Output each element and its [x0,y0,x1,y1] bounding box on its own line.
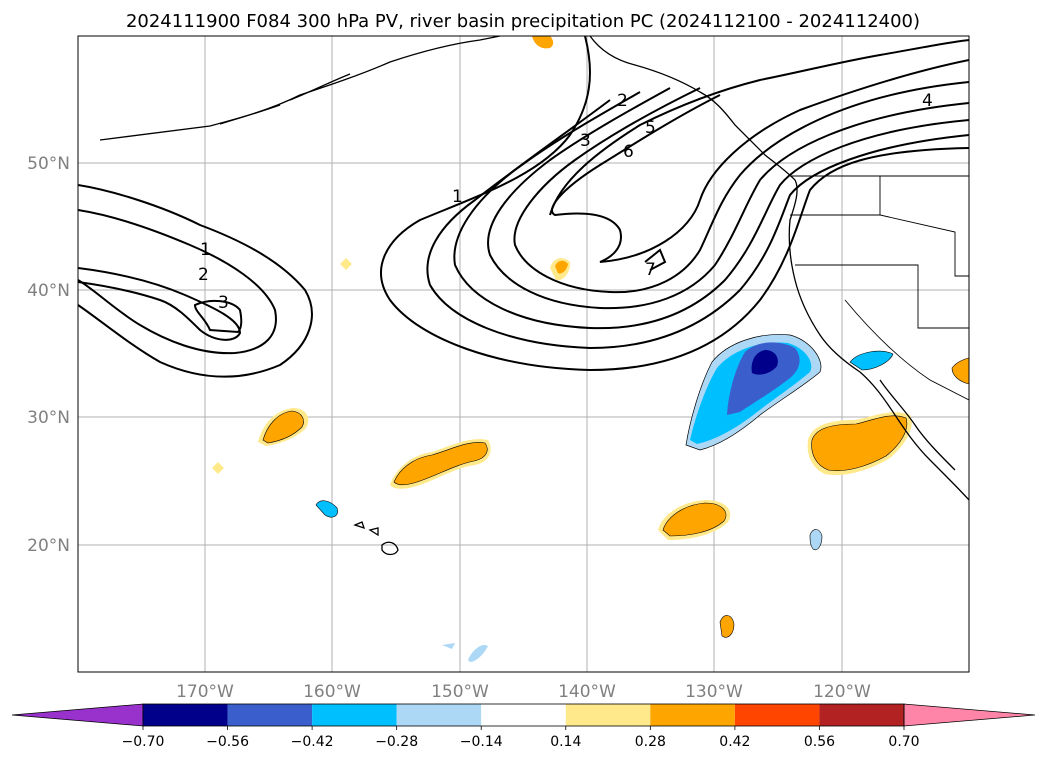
pv-contours [78,36,969,378]
pos-shading-2 [393,442,488,486]
neg-shading-coast [849,350,894,371]
colorbar-bin [143,704,228,726]
pv-label-5: 5 [645,118,656,138]
coastline-north-america [589,36,969,501]
pv-label-1: 1 [452,187,463,207]
border-states-3 [844,299,969,401]
pos-shading-8 [212,462,224,474]
pv-contour-1 [380,36,969,372]
coastline-hawaii [353,521,399,556]
graticule [78,36,969,672]
pos-shading-7 [340,258,352,270]
neg-shading-small-4 [442,643,455,649]
pv-contour-5 [513,81,969,294]
colorbar-tick-label: 0.42 [719,734,750,750]
pv-contour-7b [644,248,667,271]
lat-label-40n: 40°N [27,281,70,301]
longitude-labels: 170°W 160°W 150°W 140°W 130°W 120°W [176,682,871,702]
colorbar-tick-label: −0.28 [375,734,418,750]
lon-label-170w: 170°W [176,682,234,702]
pv-label-west-1: 1 [200,240,211,260]
pv-labels: 1 2 3 1 2 3 5 6 7 4 [198,91,933,313]
pv-label-6: 6 [623,142,634,162]
colorbar-bin [565,704,651,726]
pos-shading-1 [262,410,304,444]
pos-shading-3 [662,502,727,537]
colorbar-tick-label: −0.14 [460,734,503,750]
pv-contour-west-2 [78,209,277,355]
colorbar-tick-label: 0.14 [550,734,581,750]
border-states-1 [879,176,969,277]
latitude-labels: 50°N 40°N 30°N 20°N [27,154,70,556]
pv-contour-6 [551,59,969,263]
neg-shading-max [751,350,778,375]
colorbar: −0.70 −0.56 −0.42 −0.28 −0.14 0.14 0.28 0.42 0.5… [11,703,1036,750]
colorbar-bin [650,704,735,726]
pv-label-west-2: 2 [198,265,209,285]
coastline-aleutians [219,73,351,125]
lat-label-50n: 50°N [27,154,70,174]
precip-shading [212,36,969,662]
map-panel: 1 2 3 1 2 3 5 6 7 4 [77,35,970,673]
lon-label-150w: 150°W [431,682,489,702]
colorbar-bin [819,704,904,726]
pv-contour-west-1 [78,184,313,378]
colorbar-tick-label: −0.56 [206,734,249,750]
coastlines [99,36,969,556]
colorbar-bin [227,704,313,726]
coastline-baja [879,379,956,471]
lat-label-20n: 20°N [27,536,70,556]
colorbar-bin [312,704,397,726]
colorbar-bin [396,704,482,726]
colorbar-bin [734,704,820,726]
map-frame [77,35,970,673]
colorbar-tick-label: 0.28 [635,734,666,750]
lon-label-130w: 130°W [685,682,743,702]
map-title: 2024111900 F084 300 hPa PV, river basin … [126,11,920,32]
colorbar-tick-label: −0.70 [122,734,165,750]
pos-shading-9 [532,36,554,49]
coastline-alaska [99,36,501,141]
lat-label-30n: 30°N [27,408,70,428]
lon-label-140w: 140°W [558,682,616,702]
pos-shading-6 [555,260,568,274]
colorbar-tick-label: 0.70 [888,734,919,750]
pv-label-3: 3 [580,131,591,151]
pv-label-2: 2 [617,91,628,111]
political-borders [790,175,969,401]
pv-contour-west-3 [78,267,242,341]
pv-label-7: 7 [645,260,656,280]
pv-contour-west-3b [193,299,243,334]
neg-shading-small-2 [809,529,823,550]
colorbar-tick-label: −0.42 [291,734,334,750]
pv-contour-2 [426,99,969,350]
colorbar-bin [481,704,566,726]
pv-label-4: 4 [922,91,933,111]
pv-contour-3 [453,91,969,330]
neg-shading-strong [727,342,800,415]
lon-label-120w: 120°W [813,682,871,702]
pos-shading-10 [951,357,969,385]
border-states-2 [790,214,969,329]
pos-shading-4 [811,415,908,471]
colorbar-extend-max [903,703,1036,727]
pv-label-west-3: 3 [218,293,229,313]
pv-contour-4 [487,87,969,310]
neg-shading-small-1 [315,500,338,518]
lon-label-160w: 160°W [303,682,361,702]
colorbar-extend-min [11,703,144,727]
neg-shading-small-3 [468,644,488,662]
colorbar-frame [142,703,905,727]
pos-shading-5 [719,615,735,638]
colorbar-tick-label: 0.56 [804,734,835,750]
pv-contour-7 [549,39,969,216]
